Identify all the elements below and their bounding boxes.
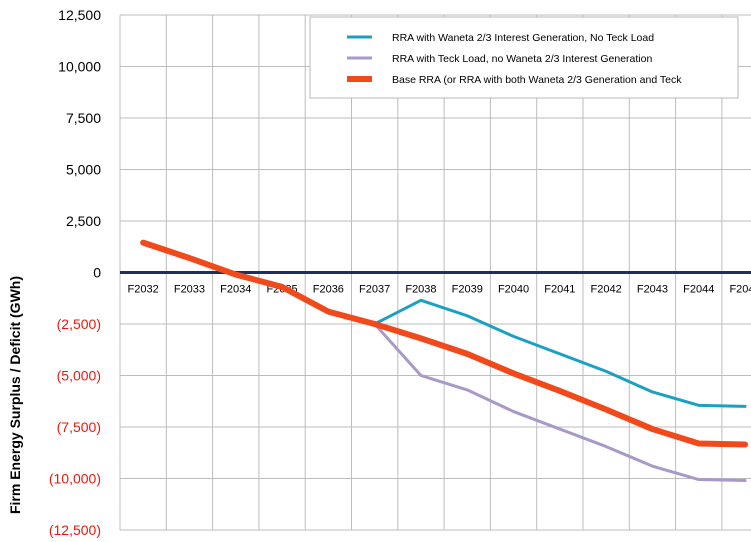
x-tick-label: F2033	[174, 284, 205, 296]
y-tick-labels: 12,500 10,000 7,500 5,000 2,500 0 (2,500) (5,00…	[49, 7, 101, 538]
y-tick-label: (5,000)	[57, 368, 101, 384]
y-tick-label: (7,500)	[57, 419, 101, 435]
x-tick-label: F2039	[452, 284, 483, 296]
y-axis-label: Firm Energy Surplus / Deficit (GWh)	[7, 276, 23, 514]
legend: RRA with Waneta 2/3 Interest Generation,…	[309, 16, 739, 99]
legend-box	[309, 16, 739, 99]
y-tick-label: 7,500	[66, 110, 101, 126]
x-tick-label: F2040	[498, 284, 529, 296]
legend-label: RRA with Teck Load, no Waneta 2/3 Intere…	[392, 53, 652, 65]
series-line-3	[140, 239, 749, 448]
x-tick-label: F2032	[128, 284, 159, 296]
x-tick-label: F2034	[220, 284, 251, 296]
series-lines	[140, 239, 749, 483]
legend-label: RRA with Waneta 2/3 Interest Generation,…	[392, 32, 654, 44]
y-tick-label: (12,500)	[49, 522, 101, 538]
x-tick-label: F2037	[359, 284, 390, 296]
x-tick-label: F2043	[637, 284, 668, 296]
y-tick-label: 2,500	[66, 213, 101, 229]
x-tick-labels: F2032 F2033 F2034 F2035 F2036 F2037 F2038 F2039…	[128, 284, 751, 296]
y-tick-label: 12,500	[58, 7, 101, 23]
y-tick-label: 10,000	[58, 59, 101, 75]
legend-label: Base RRA (or RRA with both Waneta 2/3 Ge…	[392, 74, 682, 86]
x-tick-label: F2045	[729, 284, 751, 296]
y-tick-label: (10,000)	[49, 471, 101, 487]
x-tick-label: F2038	[405, 284, 436, 296]
x-tick-label: F2036	[313, 284, 344, 296]
x-tick-label: F2041	[544, 284, 575, 296]
y-tick-label: 0	[93, 265, 101, 281]
x-tick-label: F2042	[591, 284, 622, 296]
x-tick-label: F2044	[683, 284, 714, 296]
y-tick-label: 5,000	[66, 162, 101, 178]
y-tick-label: (2,500)	[57, 316, 101, 332]
